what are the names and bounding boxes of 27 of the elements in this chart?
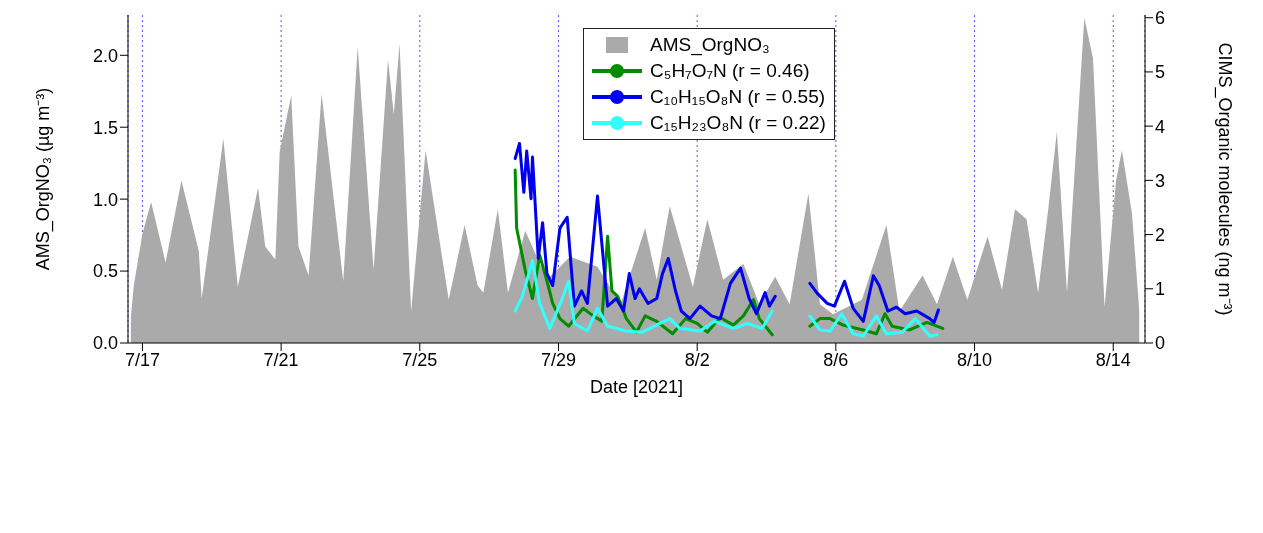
y2-tick-label: 2: [1155, 224, 1166, 245]
y-tick-label: 2.0: [92, 45, 118, 66]
y2-tick-label: 4: [1155, 116, 1166, 137]
y2-tick-label: 5: [1155, 62, 1166, 83]
y-tick-label: 1.0: [92, 189, 118, 210]
y2-tick-label: 6: [1155, 8, 1166, 29]
legend-label: C₁₀H₁₅O₈N (r = 0.55): [650, 85, 826, 109]
y-tick-label: 0.0: [92, 333, 118, 354]
legend-label: C₅H₇O₇N (r = 0.46): [650, 59, 810, 83]
y-tick-label: 0.5: [92, 261, 118, 282]
x-axis-title: Date [2021]: [589, 377, 684, 397]
x-tick-label: 7/17: [124, 349, 160, 370]
x-tick-label: 8/6: [823, 349, 849, 370]
y2-axis-title: CIMS_Organic molecules (ng m⁻³): [1213, 42, 1235, 316]
y2-tick-label: 1: [1155, 279, 1166, 300]
x-tick-label: 8/2: [684, 349, 710, 370]
x-tick-label: 8/14: [1095, 349, 1131, 370]
y2-tick-label: 0: [1155, 333, 1166, 354]
y2-tick-label: 3: [1155, 170, 1166, 191]
x-tick-label: 7/29: [540, 349, 577, 370]
y-axis-title: AMS_OrgNO₃ (µg m⁻³): [33, 87, 55, 271]
legend-label: C₁₅H₂₃O₈N (r = 0.22): [650, 111, 826, 135]
x-tick-label: 7/21: [263, 349, 299, 370]
x-tick-label: 7/25: [402, 349, 438, 370]
x-tick-label: 8/10: [957, 349, 993, 370]
legend-label: AMS_OrgNO₃: [650, 33, 770, 58]
y-tick-label: 1.5: [92, 117, 118, 138]
